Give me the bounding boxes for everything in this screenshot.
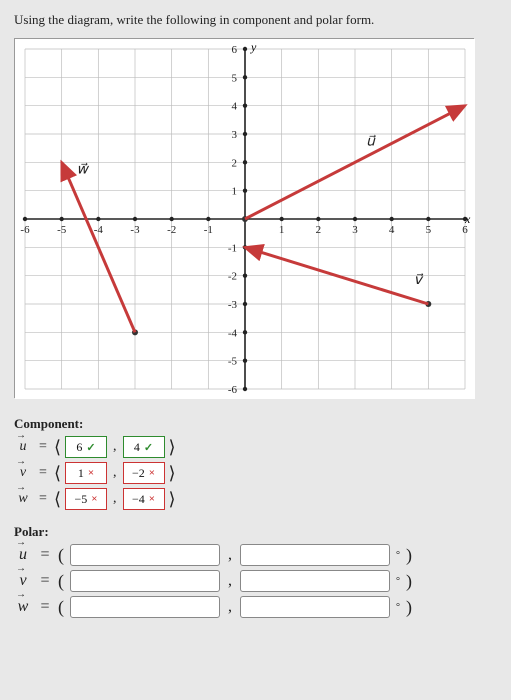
bracket-close: ⟩: [169, 463, 176, 484]
polar-magnitude-input[interactable]: [70, 544, 220, 566]
svg-text:-6: -6: [228, 384, 238, 396]
bracket-close: ⟩: [169, 437, 176, 458]
svg-text:2: 2: [232, 157, 238, 169]
component-b-input[interactable]: −2×: [123, 462, 165, 484]
svg-text:-4: -4: [94, 224, 104, 236]
polar-angle-input[interactable]: [240, 570, 390, 592]
bracket-open: ⟨: [54, 463, 61, 484]
svg-text:3: 3: [232, 129, 238, 141]
polar-angle-input[interactable]: [240, 544, 390, 566]
svg-text:5: 5: [426, 224, 432, 236]
vector-symbol: w: [14, 598, 32, 616]
vector-graph: -6-5-4-3-2-1123456-6-5-4-3-2-1123456xyu⃗…: [14, 38, 474, 398]
svg-text:-6: -6: [20, 224, 30, 236]
component-b-input[interactable]: −4×: [123, 488, 165, 510]
equals: =: [36, 491, 50, 507]
svg-text:6: 6: [232, 44, 238, 56]
component-a-input[interactable]: 1×: [65, 462, 107, 484]
comma: ,: [113, 491, 117, 507]
equals: =: [36, 439, 50, 455]
svg-text:u⃗: u⃗: [366, 134, 376, 149]
paren-close: ): [406, 571, 412, 592]
comma: ,: [113, 465, 117, 481]
polar-magnitude-input[interactable]: [70, 570, 220, 592]
polar-row-w: w = (, °): [14, 596, 497, 618]
svg-text:4: 4: [232, 101, 238, 113]
vector-symbol: u: [14, 439, 32, 455]
polar-angle-input[interactable]: [240, 596, 390, 618]
bracket-close: ⟩: [169, 489, 176, 510]
paren-close: ): [406, 597, 412, 618]
polar-heading: Polar:: [14, 524, 497, 540]
component-row-u: u=⟨6✓, 4✓⟩: [14, 436, 497, 458]
svg-text:1: 1: [232, 186, 238, 198]
svg-text:2: 2: [316, 224, 322, 236]
bracket-open: ⟨: [54, 489, 61, 510]
paren-open: (: [58, 597, 64, 618]
comma: ,: [228, 598, 232, 616]
polar-row-v: v = (, °): [14, 570, 497, 592]
svg-text:x: x: [464, 212, 471, 226]
svg-text:4: 4: [389, 224, 395, 236]
equals: =: [36, 465, 50, 481]
paren-open: (: [58, 545, 64, 566]
equals: =: [38, 598, 52, 616]
component-b-input[interactable]: 4✓: [123, 436, 165, 458]
component-row-w: w=⟨−5×, −4×⟩: [14, 488, 497, 510]
svg-text:y: y: [250, 40, 257, 54]
svg-text:-1: -1: [228, 242, 237, 254]
polar-magnitude-input[interactable]: [70, 596, 220, 618]
svg-text:5: 5: [232, 72, 238, 84]
degree-symbol: °: [396, 576, 400, 587]
svg-text:-5: -5: [57, 224, 67, 236]
equals: =: [38, 546, 52, 564]
question-prompt: Using the diagram, write the following i…: [14, 12, 497, 28]
component-a-input[interactable]: −5×: [65, 488, 107, 510]
comma: ,: [228, 572, 232, 590]
equals: =: [38, 572, 52, 590]
comma: ,: [228, 546, 232, 564]
component-heading: Component:: [14, 416, 497, 432]
svg-text:1: 1: [279, 224, 285, 236]
svg-text:-2: -2: [167, 224, 176, 236]
degree-symbol: °: [396, 550, 400, 561]
paren-close: ): [406, 545, 412, 566]
svg-text:-2: -2: [228, 271, 237, 283]
comma: ,: [113, 439, 117, 455]
vector-symbol: w: [14, 491, 32, 507]
degree-symbol: °: [396, 602, 400, 613]
svg-text:-4: -4: [228, 327, 238, 339]
svg-text:w⃗: w⃗: [76, 163, 89, 178]
svg-text:-3: -3: [130, 224, 140, 236]
paren-open: (: [58, 571, 64, 592]
svg-text:-3: -3: [228, 299, 238, 311]
vector-symbol: v: [14, 572, 32, 590]
component-a-input[interactable]: 6✓: [65, 436, 107, 458]
vector-symbol: v: [14, 465, 32, 481]
svg-text:-5: -5: [228, 356, 238, 368]
component-row-v: v=⟨1×, −2×⟩: [14, 462, 497, 484]
svg-text:3: 3: [352, 224, 358, 236]
vector-symbol: u: [14, 546, 32, 564]
bracket-open: ⟨: [54, 437, 61, 458]
polar-row-u: u = (, °): [14, 544, 497, 566]
svg-text:-1: -1: [204, 224, 213, 236]
